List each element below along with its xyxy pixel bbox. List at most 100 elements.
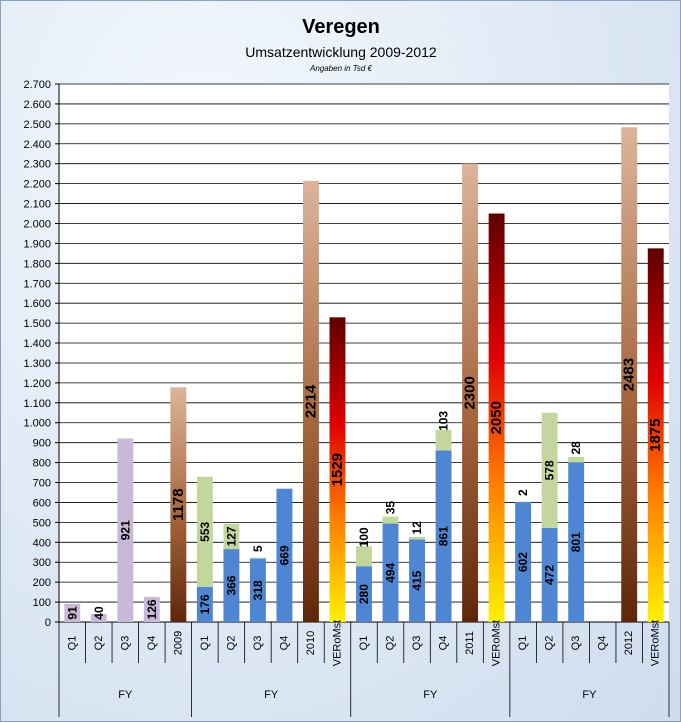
bar-segment [117,438,134,622]
y-tick-label: 500 [33,517,51,529]
data-label: 602 [516,552,530,572]
x-tick-label: Q1 [358,636,370,651]
y-tick-label: 0 [45,617,51,629]
gridlines [59,83,669,623]
data-label: 5 [251,545,265,552]
bar-segment [435,450,452,622]
x-tick-label: Q1 [517,636,529,651]
bar-segment [541,527,558,622]
x-tick-label: Q2 [544,636,556,651]
y-tick-label: 300 [33,557,51,569]
data-label: 2214 [302,384,319,418]
data-label: 280 [357,584,371,604]
y-tick-label: 400 [33,537,51,549]
x-tick-label: Q2 [93,636,105,651]
bar-segment [568,462,585,622]
bar-segment [568,456,585,463]
data-label: 415 [410,570,424,590]
y-tick-label: 1.200 [23,378,51,390]
x-tick-label: Q2 [225,636,237,651]
bar-segment [196,476,213,587]
bar-segment [515,502,532,622]
data-label: 2 [516,489,530,496]
y-tick-label: 1.100 [23,398,51,410]
y-tick-label: 1.400 [23,338,51,350]
bar-segment [435,429,452,451]
bar-segment [382,523,399,622]
y-tick-label: 2.400 [23,139,51,151]
x-tick-label: Q2 [385,636,397,651]
bar-segment [647,248,664,622]
y-tick-label: 600 [33,497,51,509]
x-axis: Q1 Q2 Q3 Q4 2009 Q1 Q2 Q3 Q4 2010 VERoMst Q1 Q2 Q3 Q4 2… [58,620,670,717]
x-tick-label: VERoMst [650,620,662,666]
y-axis-ticks: 0 100 200 300 400 500 600 700 800 900 1.000 1.100 1.… [23,79,669,629]
data-label: 176 [198,594,212,614]
y-tick-label: 1.500 [23,318,51,330]
bar-segment [621,127,638,622]
data-label: 100 [357,527,371,547]
plot-area [59,84,669,622]
chart-note: Angaben in Tsd € [309,64,373,73]
bar-segment [276,488,293,622]
bars: 91 40 921 126 1178 176 553 366 127 318 5 669 2214 152… [64,127,664,622]
group-label: FY [118,689,133,701]
x-tick-label: Q3 [252,636,264,651]
x-tick-label: VERoMst [331,620,343,666]
data-label: 1178 [170,488,187,521]
y-tick-label: 1.900 [23,238,51,250]
data-label: 2300 [462,376,479,409]
y-tick-label: 2.200 [23,179,51,191]
y-tick-label: 200 [33,577,51,589]
bar-segment [64,603,81,622]
data-label: 494 [384,562,398,582]
data-label: 921 [118,520,132,540]
data-label: 40 [92,606,106,620]
y-tick-label: 1.600 [23,298,51,310]
bar-segment [356,566,372,622]
data-label: 669 [277,545,291,565]
data-label: 1875 [647,419,664,452]
y-tick-label: 1.800 [23,258,51,270]
x-tick-label: Q3 [119,636,131,651]
bar-segment [170,387,187,622]
y-tick-label: 2.500 [23,119,51,131]
bar-segment [409,539,425,622]
bar-segment [223,549,240,622]
data-label: 366 [224,575,238,595]
x-tick-label: Q3 [570,636,582,651]
bar-segment [462,163,479,622]
group-label: FY [423,689,438,701]
data-label: 127 [224,526,238,546]
data-label: 91 [65,606,79,620]
y-tick-label: 2.000 [23,218,51,230]
x-tick-label: 2011 [464,631,476,655]
y-tick-label: 2.600 [23,99,51,111]
data-label: 801 [569,532,583,552]
data-label: 35 [384,501,398,515]
bar-segment [143,596,160,622]
y-tick-label: 900 [33,438,51,450]
bar-segment [90,614,107,622]
bar-segment [249,557,266,559]
x-tick-label: Q4 [597,636,609,651]
chart-title: Veregen [302,16,380,38]
data-label: 318 [251,580,265,600]
bar-segment [541,412,558,528]
data-label: 126 [145,599,159,619]
x-tick-label: Q4 [278,636,290,651]
bar-segment [488,213,505,622]
bar-segment [356,546,372,567]
bar-segment [409,536,425,540]
data-label: 2050 [488,401,505,434]
data-label: 472 [543,565,557,585]
chart-subtitle: Umsatzentwicklung 2009-2012 [245,44,437,60]
data-label: 1529 [329,453,346,486]
data-label: 2483 [621,358,638,391]
y-tick-label: 1.700 [23,278,51,290]
bar-segment [196,586,213,622]
y-tick-label: 700 [33,478,51,490]
x-tick-label: 2012 [623,631,635,655]
